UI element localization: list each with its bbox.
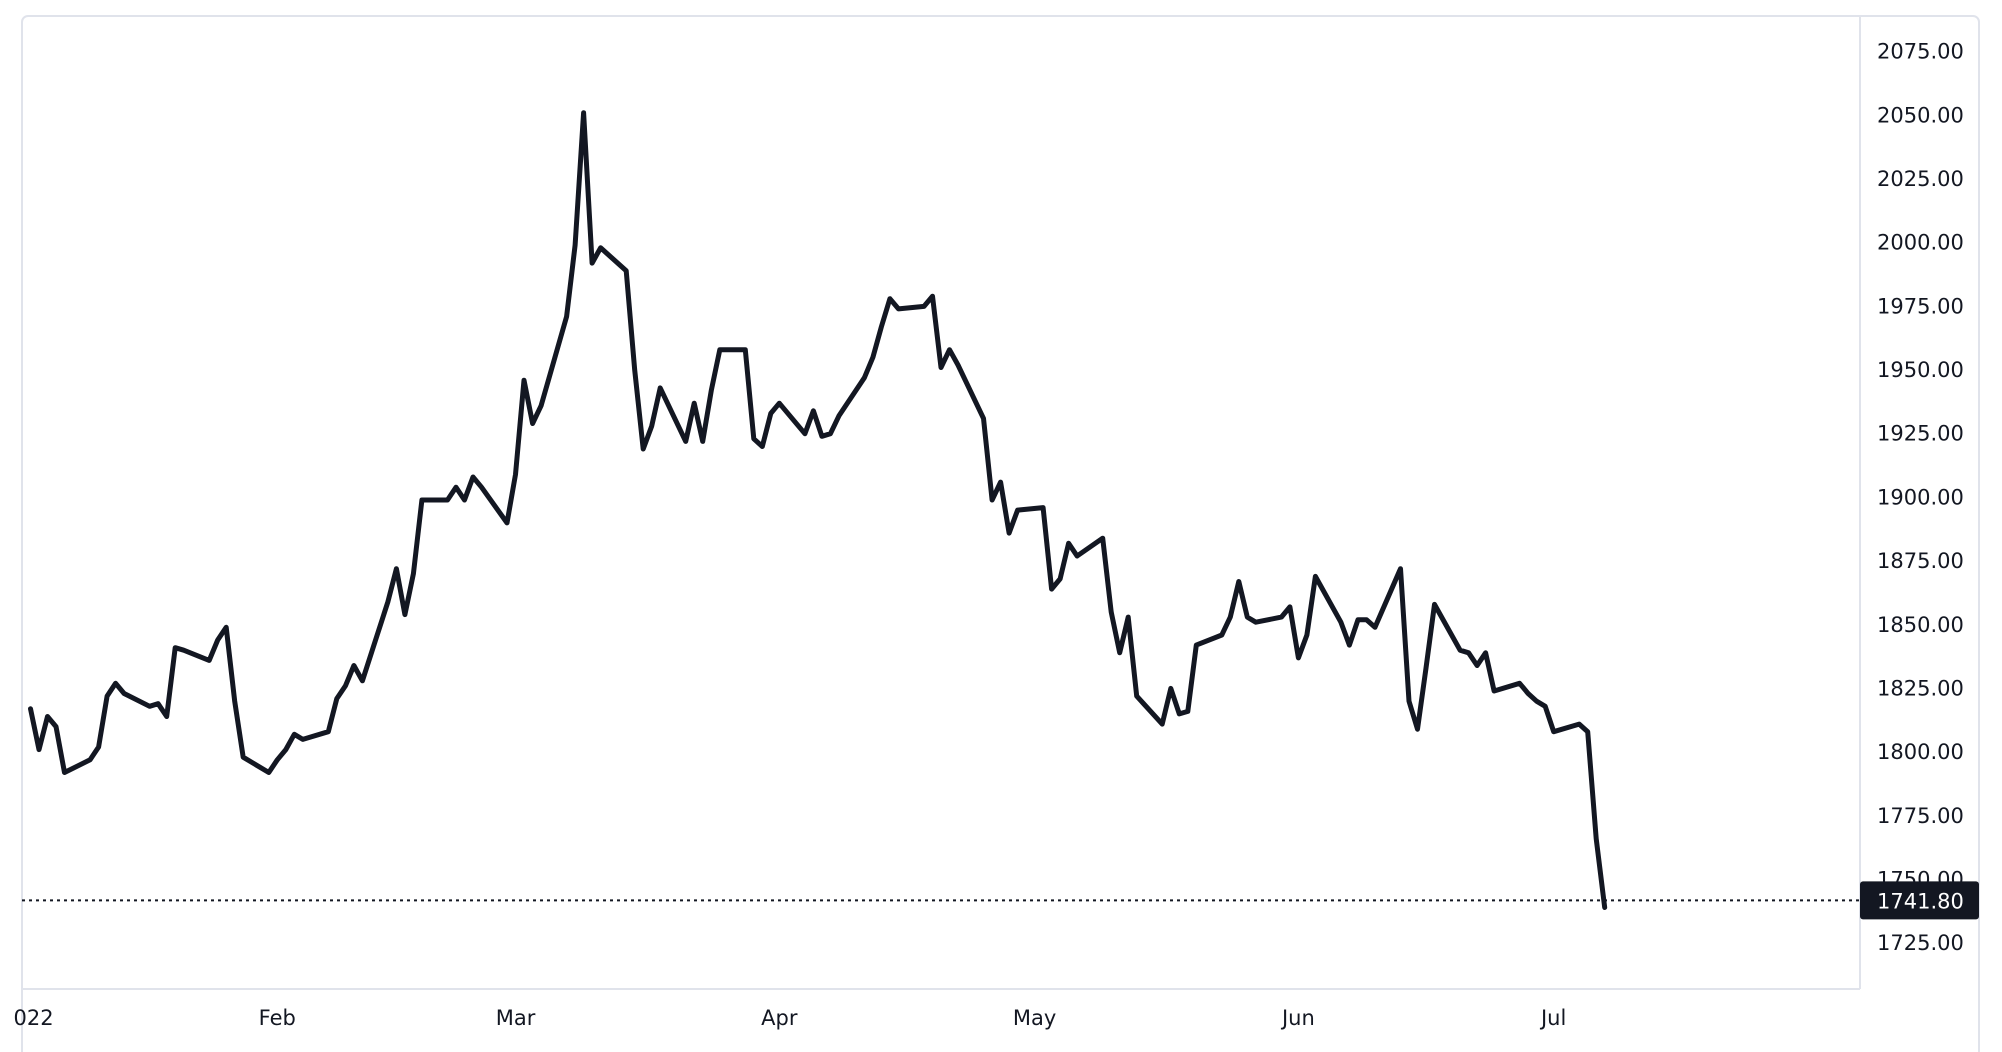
price-line bbox=[28, 110, 1608, 910]
y-tick-label: 1975.00 bbox=[1877, 294, 1964, 318]
y-tick-label: 2000.00 bbox=[1877, 231, 1964, 255]
x-axis: 022 Feb Mar Apr May Jun Jul bbox=[13, 1006, 1566, 1030]
chart-border bbox=[21, 15, 1980, 1052]
x-tick-label: May bbox=[1013, 1006, 1056, 1030]
x-tick-label: Apr bbox=[761, 1006, 798, 1030]
last-price-label: 1741.80 bbox=[1877, 889, 1964, 913]
x-tick-label: Feb bbox=[259, 1006, 296, 1030]
y-tick-label: 1775.00 bbox=[1877, 804, 1964, 828]
y-tick-label: 2025.00 bbox=[1877, 167, 1964, 191]
y-tick-label: 1800.00 bbox=[1877, 740, 1964, 764]
y-tick-label: 1850.00 bbox=[1877, 613, 1964, 637]
plot-frame bbox=[21, 15, 1980, 1052]
y-tick-label: 1925.00 bbox=[1877, 422, 1964, 446]
y-tick-label: 2050.00 bbox=[1877, 103, 1964, 127]
y-axis: 2075.00 2050.00 2025.00 2000.00 1975.00 1950.… bbox=[1877, 40, 1964, 955]
price-series bbox=[28, 110, 1608, 910]
y-tick-label: 1725.00 bbox=[1877, 931, 1964, 955]
x-tick-label: Jun bbox=[1280, 1006, 1315, 1030]
x-tick-label: Mar bbox=[496, 1006, 536, 1030]
x-tick-label: Jul bbox=[1539, 1006, 1566, 1030]
y-tick-label: 1950.00 bbox=[1877, 358, 1964, 382]
x-tick-label: 022 bbox=[13, 1006, 53, 1030]
y-tick-label: 2075.00 bbox=[1877, 40, 1964, 64]
y-tick-label: 1875.00 bbox=[1877, 549, 1964, 573]
y-tick-label: 1825.00 bbox=[1877, 676, 1964, 700]
last-price-tag bbox=[1860, 881, 1979, 920]
last-price-marker: 1741.80 bbox=[22, 881, 1979, 920]
y-tick-label: 1900.00 bbox=[1877, 485, 1964, 509]
